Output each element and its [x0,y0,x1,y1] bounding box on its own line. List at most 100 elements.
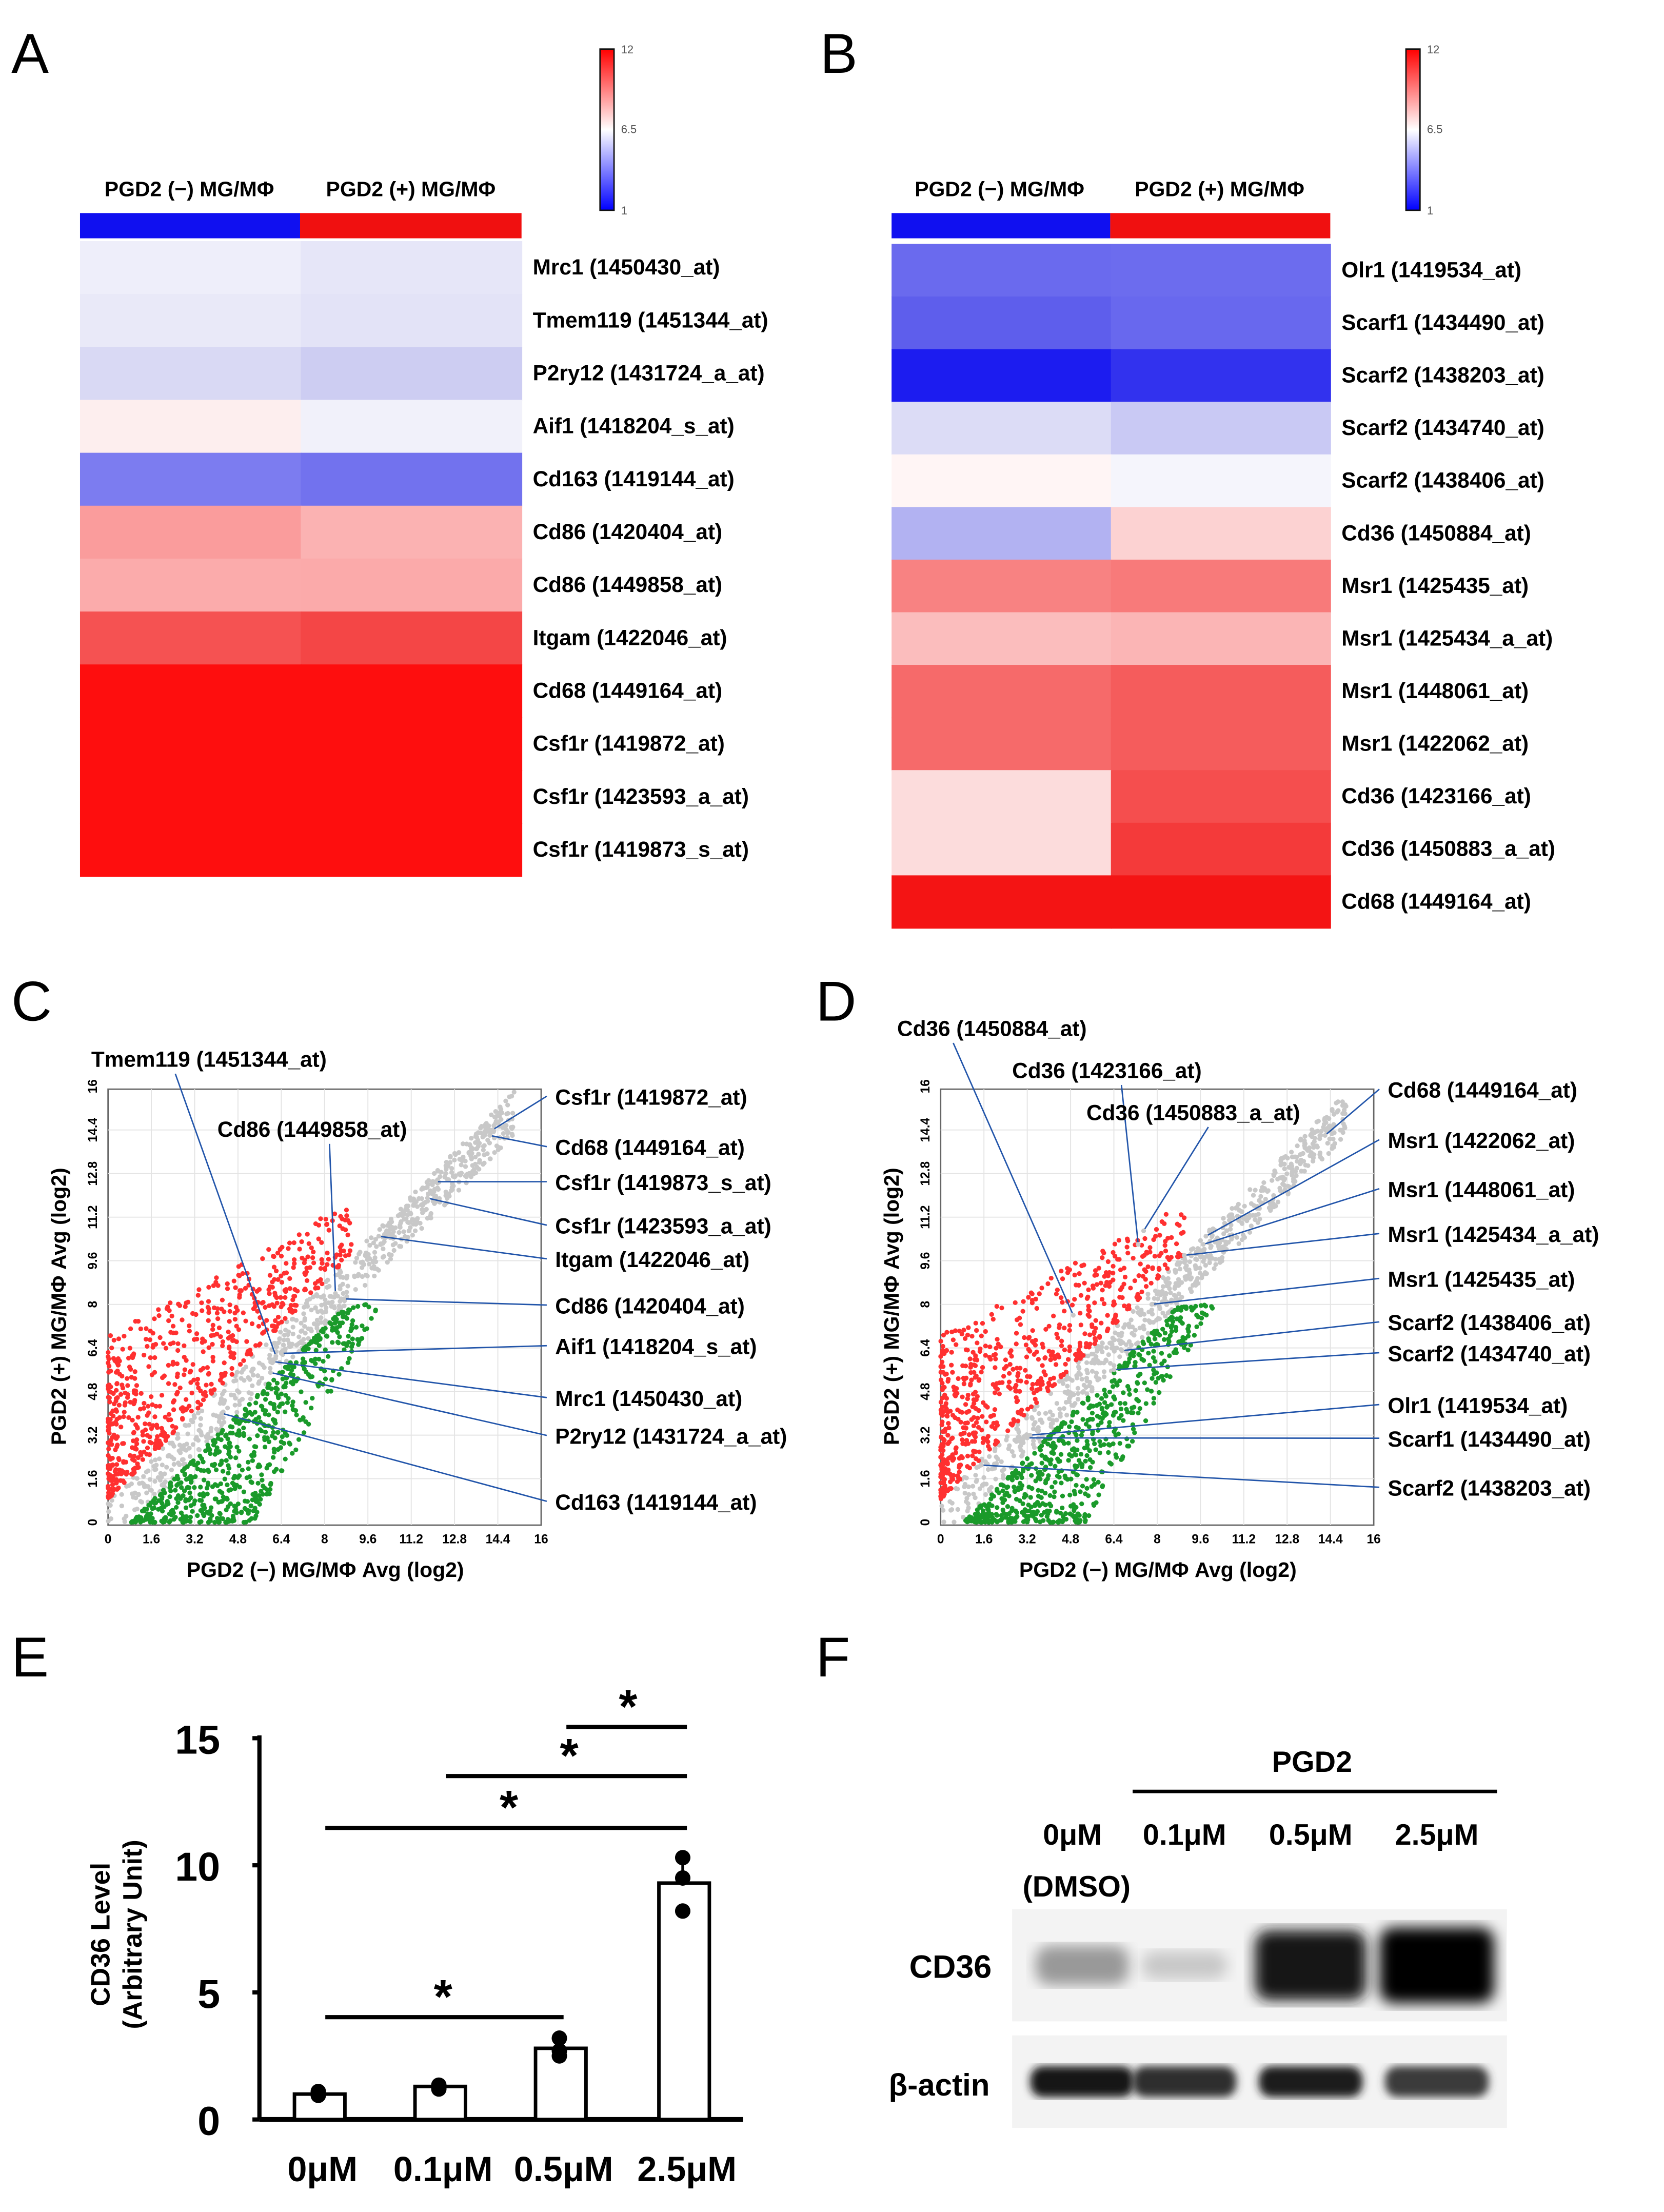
data-point [283,1409,288,1414]
data-point [966,1484,971,1489]
data-point [1162,1337,1167,1342]
data-point [260,1300,265,1306]
data-point [962,1336,968,1341]
data-point [1029,1415,1035,1420]
data-point [211,1305,217,1311]
data-point [1078,1311,1083,1316]
annotation-label: Cd163 (1419144_at) [555,1490,757,1514]
data-point [271,1324,276,1329]
data-point [1094,1282,1099,1287]
data-point [443,1193,448,1198]
data-point [1099,1297,1105,1302]
data-point [473,1154,478,1160]
data-point [389,1252,394,1258]
data-point [402,1234,408,1239]
data-point [178,1450,183,1455]
data-point [1122,1401,1127,1406]
data-point [1179,1231,1184,1236]
data-point [1055,1335,1060,1340]
data-point [1031,1442,1036,1447]
data-point [1131,1427,1136,1432]
data-point [986,1510,992,1515]
data-point [311,1249,316,1255]
data-point [213,1467,219,1472]
annotation-leader-line [1120,1084,1139,1245]
data-point [948,1508,954,1513]
annotation-leader-line [1324,1089,1380,1136]
data-point [1156,1316,1161,1321]
data-point [242,1378,247,1383]
data-point [243,1407,248,1412]
data-point [957,1463,962,1468]
data-point [984,1419,989,1425]
data-point [993,1356,998,1361]
data-point [197,1428,202,1433]
data-point [279,1391,284,1396]
data-point [1118,1406,1124,1412]
data-point [1165,1322,1170,1328]
data-point [962,1484,967,1489]
data-point [290,1354,295,1359]
data-point [1194,1257,1199,1262]
data-point [1140,1274,1146,1279]
data-point [1047,1409,1053,1414]
data-point [1076,1370,1081,1376]
data-point [175,1371,180,1376]
y-axis-label-line2: (Arbitrary Unit) [118,1840,148,2029]
annotation-leader-line [281,1345,547,1354]
data-point [1057,1436,1062,1441]
data-point [339,1366,344,1371]
data-point [170,1359,176,1365]
data-point [1330,1107,1335,1112]
colorbar-min: 1 [1427,204,1433,217]
data-point [162,1490,167,1495]
data-point [1063,1361,1068,1367]
data-point [1179,1294,1184,1300]
data-point [106,1463,112,1468]
y-axis-label-line1: CD36 Level [86,1863,115,2006]
significance-star: * [619,1680,638,1733]
data-point [946,1425,952,1431]
data-point [290,1399,295,1405]
data-point [500,1125,505,1130]
data-point [993,1441,998,1447]
data-point [175,1431,180,1437]
data-point [459,1162,464,1168]
data-point [1086,1345,1092,1350]
data-point [477,1158,482,1163]
data-point [1242,1203,1247,1209]
data-point [372,1273,377,1279]
data-point [1097,1401,1102,1407]
data-point [1059,1338,1064,1344]
data-point [345,1360,350,1365]
data-point [163,1438,168,1443]
data-point [1043,1372,1048,1377]
data-point [292,1287,298,1292]
data-point [1194,1312,1199,1318]
data-point [973,1495,978,1500]
data-point [336,1311,341,1316]
data-point [289,1317,295,1322]
data-point [473,1170,479,1175]
heatmap-cell [1111,402,1331,456]
data-point [246,1466,251,1471]
significance-star: * [560,1729,579,1782]
annotated-point [279,1351,284,1356]
data-point [179,1485,184,1490]
data-point [119,1470,125,1475]
data-point [1075,1517,1080,1522]
data-point [235,1388,240,1393]
data-point [1034,1388,1039,1393]
data-point [303,1287,308,1292]
data-point [1067,1399,1072,1405]
data-point [1153,1234,1158,1239]
data-point [1151,1367,1156,1373]
data-point [1219,1255,1225,1260]
data-point [1230,1206,1235,1211]
data-point [1015,1422,1020,1427]
data-point [328,1389,333,1394]
data-point [221,1401,226,1406]
data-point [130,1417,135,1423]
data-point [213,1448,219,1453]
data-point [474,1146,479,1152]
